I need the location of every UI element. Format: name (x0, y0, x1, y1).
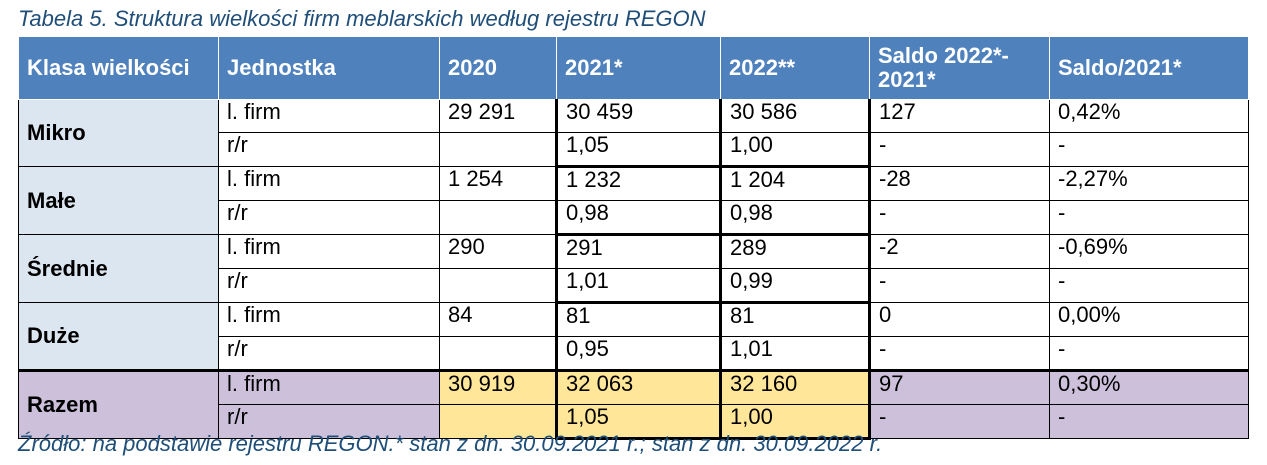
value-2020 (439, 336, 557, 371)
value-saldo-pct: - (1049, 268, 1249, 303)
value-2022: 1 204 (719, 166, 871, 201)
value-saldo-pct: - (1049, 132, 1249, 167)
total-class-cell: Razem (18, 369, 219, 439)
value-saldo: - (869, 336, 1050, 371)
value-saldo: -2 (869, 234, 1050, 269)
value-saldo-pct: 0,42% (1049, 99, 1249, 133)
header-klasa: Klasa wielkości (18, 36, 219, 100)
value-2021: 81 (555, 302, 721, 337)
value-2020: 29 291 (439, 99, 557, 133)
value-2022: 1,00 (719, 404, 871, 440)
value-2021: 1,05 (555, 404, 721, 440)
value-saldo-pct: -0,69% (1049, 234, 1249, 269)
header-jednostka: Jednostka (218, 36, 440, 100)
value-saldo-pct: - (1049, 200, 1249, 235)
value-2021: 291 (555, 234, 721, 269)
value-2020: 84 (439, 302, 557, 337)
unit-cell: l. firm (218, 99, 440, 133)
table-row: Duże l. firm 84 81 81 0 0,00% (18, 302, 1249, 371)
value-saldo-pct: 0,00% (1049, 302, 1249, 337)
value-saldo: - (869, 268, 1050, 303)
header-2021: 2021* (556, 36, 721, 100)
size-class-cell: Małe (18, 166, 219, 235)
size-class-cell: Mikro (18, 99, 219, 167)
value-saldo: - (869, 132, 1050, 167)
unit-cell: r/r (218, 336, 440, 371)
value-2021: 30 459 (555, 99, 721, 133)
value-2020: 1 254 (439, 166, 557, 201)
size-class-cell: Średnie (18, 234, 219, 303)
header-saldo-pct: Saldo/2021* (1049, 36, 1249, 100)
value-2022: 0,98 (719, 200, 871, 236)
table-row: Mikro l. firm 29 291 30 459 30 586 127 0… (18, 99, 1249, 167)
table-row: r/r 0,98 0,98 - - (19, 200, 1249, 236)
source-note: Źródło: na podstawie rejestru REGON.* st… (18, 431, 883, 456)
unit-cell: l. firm (218, 369, 440, 405)
unit-cell: r/r (218, 200, 440, 235)
table-row: Średnie l. firm 290 291 289 -2 -0,69% (18, 234, 1249, 303)
table-caption: Tabela 5. Struktura wielkości firm mebla… (18, 6, 706, 31)
unit-cell: l. firm (218, 166, 440, 201)
value-saldo: - (869, 404, 1050, 439)
value-saldo: 97 (869, 369, 1050, 405)
value-2022: 1,01 (719, 336, 871, 372)
unit-cell: r/r (218, 132, 440, 167)
size-class-cell: Duże (18, 302, 219, 371)
value-saldo-pct: - (1049, 336, 1249, 371)
header-row: Klasa wielkości Jednostka 2020 2021* 202… (18, 36, 1249, 100)
value-2020 (439, 200, 557, 235)
value-saldo-pct: -2,27% (1049, 166, 1249, 201)
value-2021: 1 232 (555, 166, 721, 201)
total-row: Razem l. firm 30 919 32 063 32 160 97 0,… (18, 369, 1249, 439)
header-saldo: Saldo 2022*- 2021* (869, 36, 1050, 100)
value-2022: 30 586 (719, 99, 871, 133)
value-2020: 30 919 (439, 369, 557, 405)
value-2022: 1,00 (719, 132, 871, 168)
table-row: r/r 1,01 0,99 - - (19, 268, 1249, 304)
value-2022: 32 160 (719, 369, 871, 405)
total-row: r/r 1,05 1,00 - - (19, 404, 1249, 440)
header-2020: 2020 (439, 36, 557, 100)
value-2021: 32 063 (555, 369, 721, 405)
value-2020: 290 (439, 234, 557, 269)
value-2021: 0,95 (555, 336, 721, 372)
table-row: r/r 1,05 1,00 - - (19, 132, 1249, 168)
value-2021: 1,01 (555, 268, 721, 304)
table-row: Małe l. firm 1 254 1 232 1 204 -28 -2,27… (18, 166, 1249, 235)
table-row: r/r 0,95 1,01 - - (19, 336, 1249, 372)
value-2020 (439, 268, 557, 303)
value-saldo: 0 (869, 302, 1050, 337)
value-2020 (439, 404, 557, 439)
value-saldo: -28 (869, 166, 1050, 201)
unit-cell: l. firm (218, 302, 440, 337)
value-2022: 289 (719, 234, 871, 269)
value-saldo-pct: - (1049, 404, 1249, 439)
value-2022: 0,99 (719, 268, 871, 304)
value-2022: 81 (719, 302, 871, 337)
header-2022: 2022** (720, 36, 870, 100)
unit-cell: r/r (218, 404, 440, 439)
value-2021: 0,98 (555, 200, 721, 236)
value-saldo: 127 (869, 99, 1050, 133)
value-saldo: - (869, 200, 1050, 235)
unit-cell: l. firm (218, 234, 440, 269)
value-saldo-pct: 0,30% (1049, 369, 1249, 405)
value-2021: 1,05 (555, 132, 721, 168)
firm-size-table: Klasa wielkości Jednostka 2020 2021* 202… (18, 36, 1249, 440)
value-2020 (439, 132, 557, 167)
unit-cell: r/r (218, 268, 440, 303)
